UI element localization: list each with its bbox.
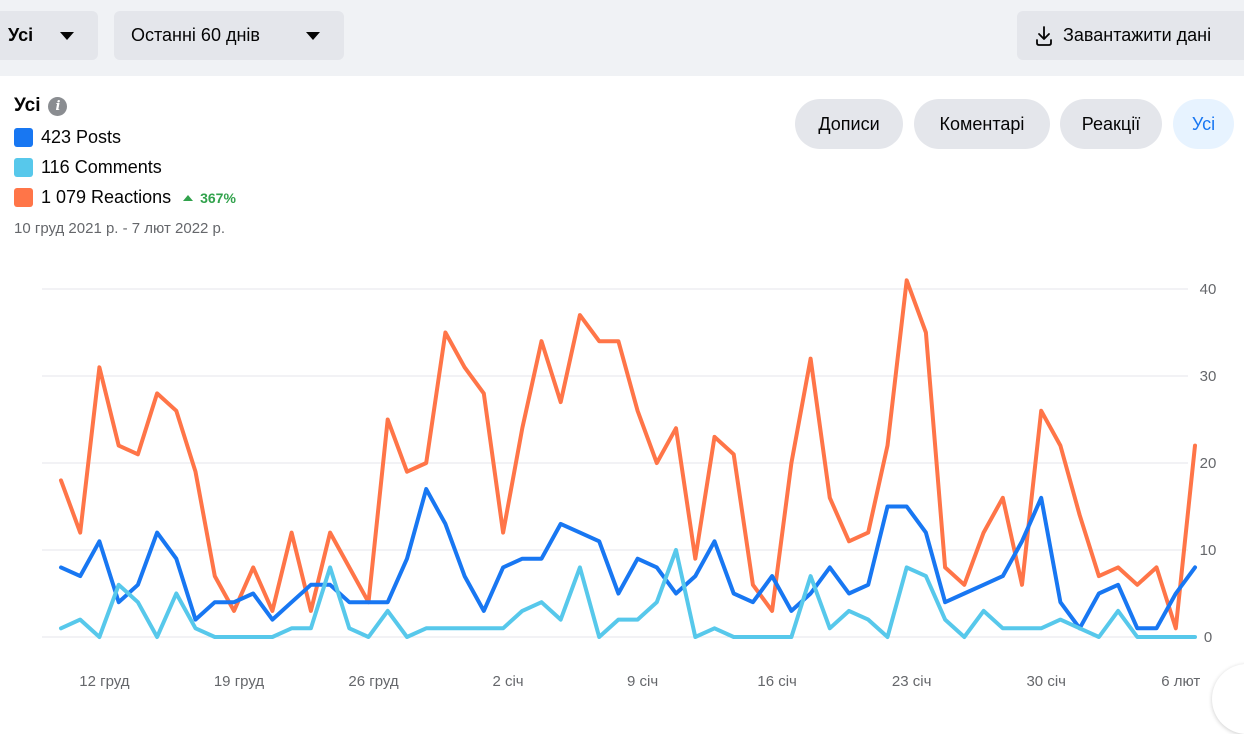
date-range: 10 груд 2021 р. - 7 лют 2022 р. <box>14 220 226 237</box>
x-tick-label: 2 січ <box>492 673 523 690</box>
download-data-button[interactable]: Завантажити дані <box>1017 11 1244 60</box>
activity-line-chart: 0 10 20 30 40 12 груд 19 груд 26 груд 2 січ 9 сі… <box>42 278 1216 690</box>
filter-comments-button[interactable]: Коментарі <box>914 99 1050 149</box>
chart-series <box>59 278 1197 639</box>
comments-swatch <box>14 158 33 177</box>
posts-total: 423 Posts <box>41 127 122 147</box>
audience-dropdown[interactable]: Усі <box>0 11 98 60</box>
x-tick-label: 16 січ <box>757 673 797 690</box>
x-tick-label: 26 груд <box>348 673 398 690</box>
download-icon <box>1036 25 1052 46</box>
reactions-change: 367% <box>183 190 236 206</box>
period-dropdown-label: Останні 60 днів <box>131 25 260 45</box>
filter-all-button[interactable]: Усі <box>1173 99 1234 149</box>
reactions-change-value: 367% <box>200 189 236 206</box>
chart-grid: 0 10 20 30 40 <box>42 281 1216 646</box>
y-tick-label: 10 <box>1200 542 1217 559</box>
x-tick-label: 30 січ <box>1026 673 1066 690</box>
y-tick-label: 20 <box>1200 455 1217 472</box>
y-tick-label: 40 <box>1200 281 1217 298</box>
filter-posts-button[interactable]: Дописи <box>795 99 903 149</box>
x-tick-label: 6 лют <box>1161 673 1200 690</box>
y-tick-label: 0 <box>1204 629 1212 646</box>
x-tick-label: 19 груд <box>214 673 264 690</box>
info-icon[interactable]: i <box>48 96 68 116</box>
top-toolbar: Усі Останні 60 днів Завантажити дані <box>0 0 1244 76</box>
x-tick-label: 9 січ <box>627 673 658 690</box>
legend-reactions: 1 079 Reactions 367% <box>14 187 236 208</box>
chevron-down-icon <box>60 32 74 40</box>
chevron-down-icon <box>306 32 320 40</box>
period-dropdown[interactable]: Останні 60 днів <box>114 11 344 60</box>
x-tick-label: 23 січ <box>892 673 932 690</box>
legend-posts: 423 Posts <box>14 127 121 148</box>
download-data-label: Завантажити дані <box>1063 25 1212 45</box>
series-line-posts[interactable] <box>59 487 1197 631</box>
reactions-total: 1 079 Reactions <box>41 187 172 207</box>
comments-total: 116 Comments <box>41 157 162 177</box>
x-tick-label: 12 груд <box>79 673 129 690</box>
reactions-swatch <box>14 188 33 207</box>
series-line-reactions[interactable] <box>59 278 1197 631</box>
series-line-comments[interactable] <box>59 548 1197 639</box>
posts-swatch <box>14 128 33 147</box>
summary-title-text: Усі <box>14 95 41 116</box>
arrow-up-icon <box>183 194 194 201</box>
legend-comments: 116 Comments <box>14 157 162 178</box>
summary-title: Усі i <box>14 95 68 117</box>
audience-dropdown-label: Усі <box>8 25 34 45</box>
chart-x-axis: 12 груд 19 груд 26 груд 2 січ 9 січ 16 січ 23 … <box>79 673 1200 690</box>
y-tick-label: 30 <box>1200 368 1217 385</box>
filter-reactions-button[interactable]: Реакції <box>1060 99 1162 149</box>
